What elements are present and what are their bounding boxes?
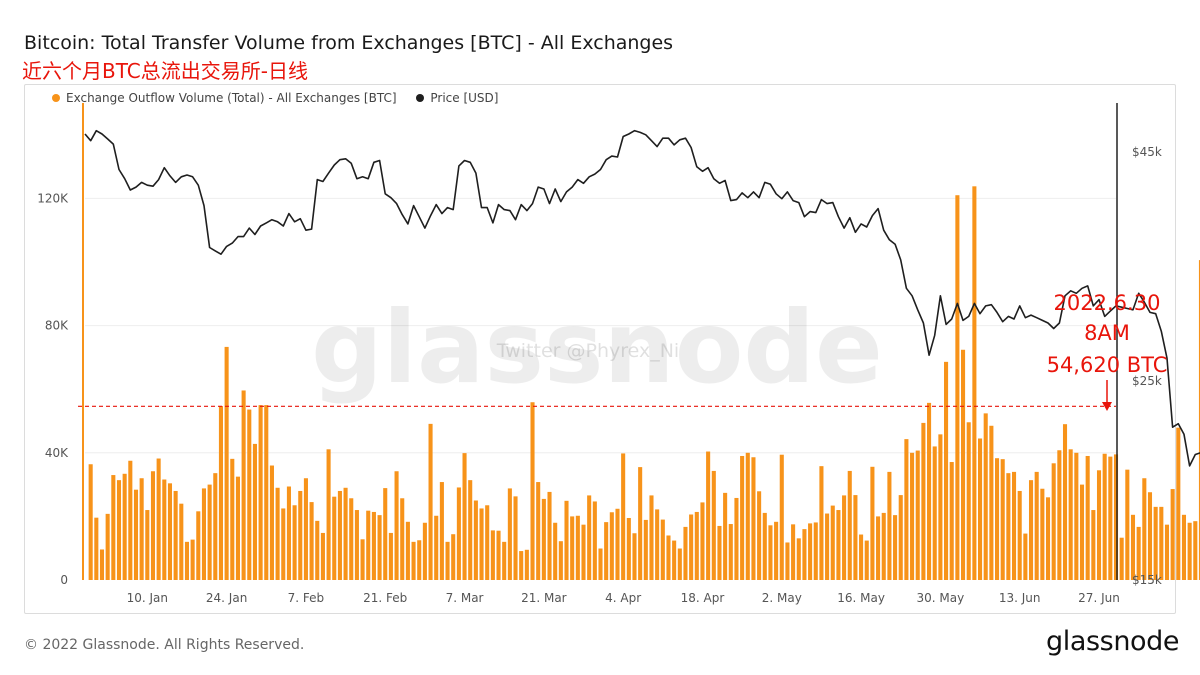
glassnode-logo[interactable]: glassnode xyxy=(1046,626,1180,657)
chart-subtitle: 近六个月BTC总流出交易所-日线 xyxy=(22,59,308,83)
chart-panel xyxy=(24,84,1176,614)
outflow-bar xyxy=(1176,427,1181,580)
legend-price-dot xyxy=(416,94,425,102)
legend[interactable]: Exchange Outflow Volume (Total) - All Ex… xyxy=(52,91,514,105)
outflow-bar xyxy=(1181,514,1187,580)
legend-item-price[interactable]: Price [USD] xyxy=(416,91,498,105)
legend-price-label: Price [USD] xyxy=(430,91,499,105)
chart-title: Bitcoin: Total Transfer Volume from Exch… xyxy=(24,32,674,54)
legend-item-outflow[interactable]: Exchange Outflow Volume (Total) - All Ex… xyxy=(52,91,397,105)
outflow-bar xyxy=(1193,521,1198,580)
copyright: © 2022 Glassnode. All Rights Reserved. xyxy=(24,637,305,653)
legend-outflow-label: Exchange Outflow Volume (Total) - All Ex… xyxy=(66,91,397,105)
legend-outflow-dot xyxy=(52,94,60,102)
outflow-bar xyxy=(1187,522,1192,580)
